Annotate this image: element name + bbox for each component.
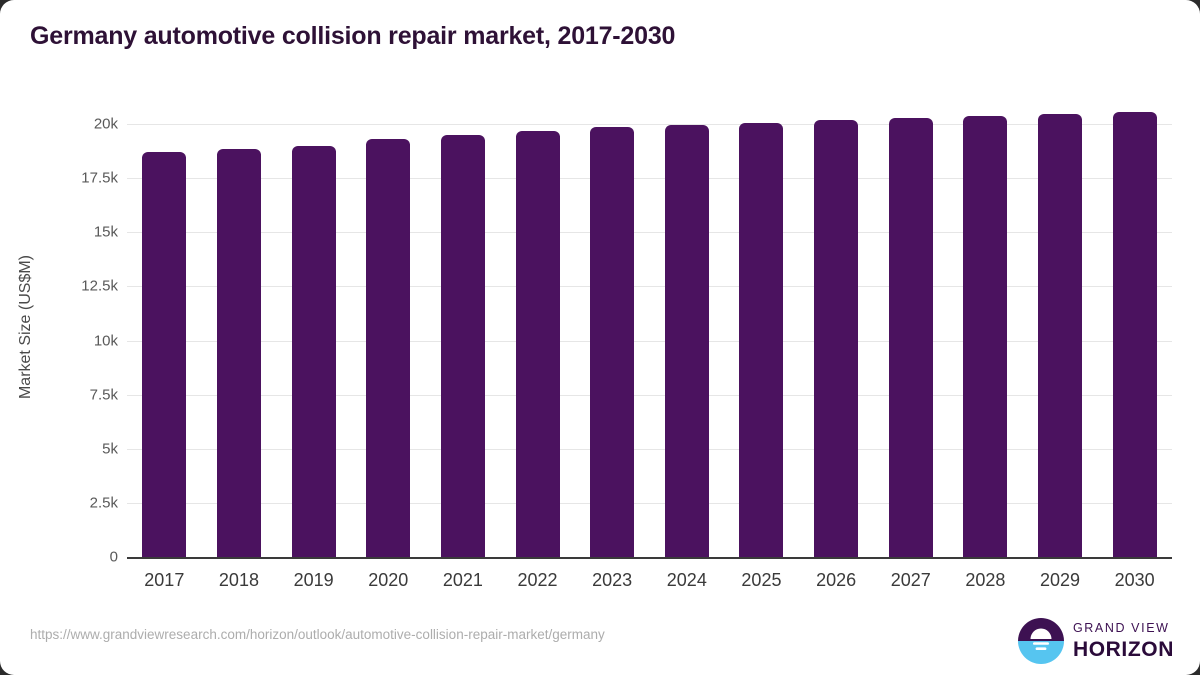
- x-tick-label: 2026: [816, 570, 857, 590]
- y-tick-label: 5k: [102, 440, 118, 458]
- bar[interactable]: [814, 120, 859, 557]
- y-tick-label: 12.5k: [81, 277, 118, 295]
- y-tick-label: 7.5k: [89, 386, 118, 404]
- y-tick-label: 20k: [93, 115, 118, 133]
- bar[interactable]: [888, 117, 933, 557]
- gridline: [127, 178, 1172, 180]
- bar[interactable]: [664, 124, 709, 557]
- x-tick-label: 2021: [442, 570, 483, 590]
- bar[interactable]: [216, 148, 261, 557]
- gridline: [127, 232, 1172, 234]
- x-tick-label: 2019: [293, 570, 334, 590]
- x-tick-label: 2028: [965, 570, 1006, 590]
- y-tick-label: 15k: [93, 223, 118, 241]
- logo-line-2: HORIZON: [1072, 637, 1174, 661]
- gridline: [127, 502, 1172, 504]
- bar[interactable]: [590, 127, 635, 557]
- y-tick-label: 0: [109, 548, 118, 566]
- y-tick-label: 17.5k: [81, 169, 118, 187]
- gridline: [127, 124, 1172, 125]
- x-tick-label: 2024: [666, 570, 707, 590]
- gridline: [127, 286, 1172, 288]
- bar[interactable]: [1038, 114, 1083, 557]
- y-tick-label: 10k: [93, 332, 118, 349]
- gridline: [127, 340, 1172, 342]
- x-tick-label: 2017: [144, 570, 185, 590]
- x-tick-label: 2020: [368, 570, 409, 590]
- bar[interactable]: [440, 135, 485, 557]
- bar[interactable]: [142, 152, 187, 557]
- x-tick-label: 2030: [1114, 570, 1155, 590]
- x-tick-label: 2025: [741, 570, 782, 590]
- logo-wordmark: GRAND VIEW HORIZON: [1073, 622, 1174, 660]
- x-tick-label: 2029: [1040, 570, 1081, 590]
- y-axis-tick-labels: 0 2.5k 5k 7.5k 10k 12.5k 15k 17.5k 20k: [0, 0, 118, 675]
- x-tick-label: 2018: [218, 570, 259, 590]
- bar[interactable]: [515, 131, 560, 557]
- x-axis-line: [127, 557, 1172, 559]
- bar[interactable]: [1112, 111, 1157, 557]
- gridline: [127, 394, 1172, 396]
- y-tick-label: 2.5k: [89, 494, 118, 512]
- x-tick-label: 2022: [517, 570, 558, 590]
- horizon-sun-circle-icon: [1017, 618, 1064, 664]
- x-tick-label: 2023: [592, 570, 633, 590]
- page-title: Germany automotive collision repair mark…: [30, 22, 676, 50]
- brand-logo[interactable]: GRAND VIEW HORIZON: [1017, 618, 1174, 664]
- plot-area: [127, 111, 1172, 557]
- x-tick-label: 2027: [890, 570, 931, 590]
- bar[interactable]: [291, 145, 336, 557]
- source-url[interactable]: https://www.grandviewresearch.com/horizo…: [30, 627, 605, 642]
- bar[interactable]: [963, 116, 1008, 557]
- gridline: [127, 448, 1172, 450]
- logo-line-1: GRAND VIEW: [1072, 621, 1170, 636]
- bar[interactable]: [739, 122, 784, 557]
- y-axis-title: Market Size (US$M): [17, 254, 34, 400]
- bar[interactable]: [366, 139, 411, 557]
